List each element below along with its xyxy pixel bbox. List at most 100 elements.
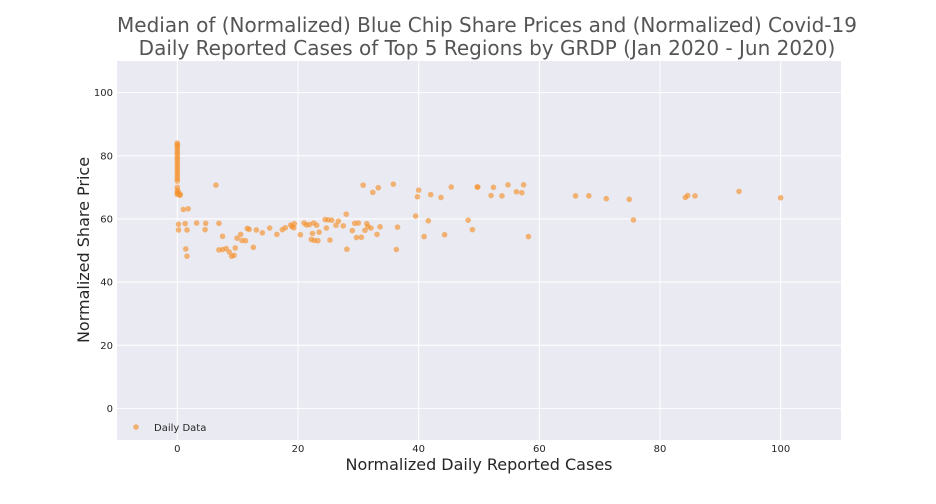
data-point	[290, 224, 297, 231]
data-point	[316, 229, 322, 235]
y-axis-label: Normalized Share Price	[74, 157, 93, 343]
data-point	[226, 249, 233, 255]
data-point	[586, 193, 592, 199]
data-point	[692, 193, 698, 199]
chart-title-line-2: Daily Reported Cases of Top 5 Regions by…	[139, 36, 836, 60]
data-point	[465, 217, 471, 223]
data-point	[328, 217, 335, 223]
data-point	[360, 182, 366, 188]
x-axis-label: Normalized Daily Reported Cases	[345, 455, 612, 474]
x-tick-label: 0	[174, 444, 180, 455]
data-point	[274, 231, 280, 238]
data-point	[362, 227, 368, 234]
data-point	[525, 233, 532, 240]
x-tick-label: 80	[654, 444, 667, 455]
data-point	[499, 193, 505, 199]
data-point	[353, 234, 360, 241]
chart-title-line-1: Median of (Normalized) Blue Chip Share P…	[117, 13, 857, 37]
data-point	[175, 221, 182, 228]
data-point	[441, 231, 448, 238]
data-point	[414, 194, 421, 200]
data-point	[174, 178, 181, 184]
y-tick-label: 60	[100, 214, 113, 225]
data-point	[266, 225, 273, 231]
data-point	[520, 182, 527, 188]
y-tick-label: 40	[100, 278, 113, 289]
data-point	[572, 193, 579, 199]
data-point	[231, 252, 237, 259]
data-point	[237, 231, 244, 238]
data-point	[232, 245, 239, 251]
data-point	[349, 227, 356, 234]
data-point	[309, 230, 316, 237]
legend-marker	[133, 424, 139, 430]
data-point	[603, 195, 610, 202]
data-point	[180, 206, 187, 213]
data-point	[469, 226, 476, 233]
data-point	[193, 220, 200, 226]
data-point	[393, 246, 400, 253]
data-point	[375, 184, 382, 191]
data-point	[202, 220, 209, 227]
data-point	[185, 206, 191, 212]
data-point	[415, 187, 422, 193]
x-tick-label: 100	[771, 444, 790, 455]
data-point	[490, 184, 497, 191]
data-point	[315, 237, 321, 244]
y-tick-label: 20	[100, 341, 113, 352]
data-point	[684, 192, 691, 199]
data-points	[174, 140, 784, 259]
data-point	[448, 184, 455, 190]
data-point	[344, 246, 350, 253]
data-point	[335, 218, 342, 224]
data-point	[297, 231, 304, 238]
data-point	[313, 222, 320, 229]
data-point	[282, 224, 289, 231]
data-point	[234, 235, 240, 241]
data-point	[358, 234, 365, 241]
y-tick-label: 0	[107, 404, 113, 415]
data-point	[390, 181, 397, 187]
data-point	[182, 246, 189, 252]
legend-label-daily-data: Daily Data	[154, 423, 206, 434]
data-point	[242, 237, 249, 244]
data-point	[394, 224, 401, 230]
x-tick-label: 20	[292, 444, 305, 455]
data-point	[377, 224, 383, 230]
data-point	[184, 253, 190, 259]
data-point	[736, 188, 742, 195]
data-point	[374, 231, 380, 238]
data-point	[202, 226, 208, 233]
x-tick-label: 40	[412, 444, 425, 455]
data-point	[421, 233, 427, 240]
data-point	[513, 188, 520, 195]
data-point	[519, 189, 525, 196]
data-point	[327, 237, 333, 243]
data-point	[306, 221, 313, 228]
data-point	[259, 230, 266, 236]
data-point	[216, 220, 222, 227]
data-point	[177, 191, 184, 198]
data-point	[370, 189, 376, 196]
data-point	[343, 211, 350, 217]
plot-area	[117, 61, 841, 440]
data-point	[323, 225, 330, 231]
y-tick-label: 100	[94, 88, 113, 99]
legend: Daily Data	[133, 423, 206, 434]
data-point	[412, 213, 419, 219]
data-point	[219, 233, 226, 240]
data-point	[291, 220, 298, 227]
data-point	[777, 194, 784, 201]
data-point	[474, 184, 481, 190]
data-point	[250, 244, 257, 251]
data-point	[213, 182, 219, 188]
grid-lines	[117, 61, 841, 440]
x-tick-label: 60	[533, 444, 546, 455]
y-tick-label: 80	[100, 151, 113, 162]
data-point	[488, 192, 494, 199]
data-point	[175, 227, 182, 233]
data-point	[355, 220, 362, 226]
data-point	[246, 226, 252, 233]
